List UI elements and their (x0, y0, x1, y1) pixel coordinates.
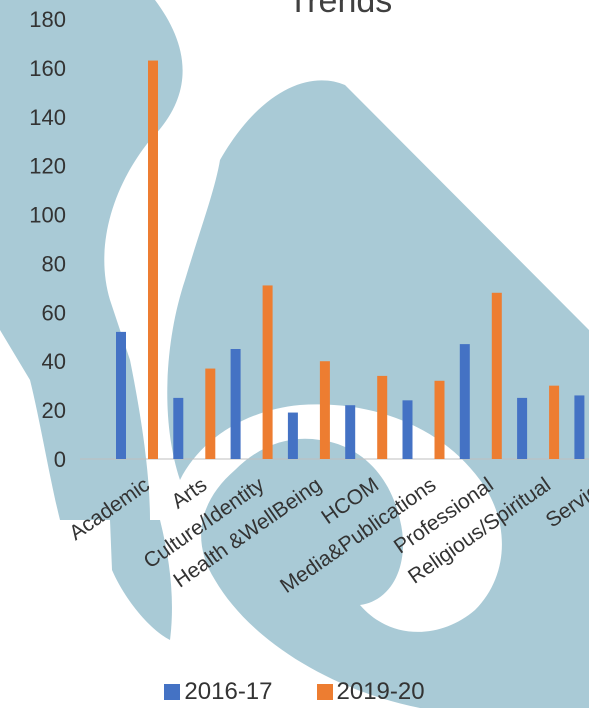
bar-2016-17-academic (116, 331, 126, 459)
bar-2016-17-religious-spiritual (517, 397, 528, 459)
y-tick-label: 40 (42, 349, 66, 374)
bar-2019-20-academic (148, 60, 158, 460)
bar-2016-17-media-publications (402, 400, 413, 459)
bar-2019-20-culture-identity (262, 285, 273, 459)
y-tick-label: 120 (29, 154, 66, 179)
y-tick-labels: 0 20 40 60 80 100 120 140 160 180 (29, 7, 66, 472)
y-tick-label: 140 (29, 105, 66, 130)
bars-group (116, 60, 585, 460)
bar-2019-20-arts (205, 368, 216, 459)
background-curl-shape (110, 520, 172, 640)
legend-swatch-2019-20 (316, 684, 333, 700)
legend-label-2019-20: 2019-20 (336, 678, 425, 705)
bar-2016-17-hcom (345, 405, 356, 459)
bar-2016-17-culture-identity (230, 349, 241, 459)
x-tick-label-arts: Arts (167, 473, 211, 513)
background-wave-shape (0, 0, 183, 520)
y-tick-label: 100 (29, 203, 66, 228)
bar-2019-20-media-publications (434, 380, 445, 459)
y-tick-label: 20 (42, 398, 66, 423)
bar-2016-17-arts (173, 397, 184, 459)
bar-2016-17-professional (459, 344, 470, 459)
legend: 2016-17 2019-20 (0, 678, 589, 706)
bar-2016-17-service (574, 395, 585, 459)
bar-2016-17-health-wellbeing (287, 412, 298, 459)
y-tick-label: 0 (54, 447, 66, 472)
y-tick-label: 80 (42, 251, 66, 276)
bar-2019-20-health-wellbeing (319, 361, 330, 459)
chart-title: Trends (287, 0, 393, 20)
bar-2019-20-hcom (377, 375, 388, 459)
legend-item-2019-20: 2019-20 (316, 678, 425, 706)
y-tick-label: 60 (42, 300, 66, 325)
y-tick-label: 160 (29, 56, 66, 81)
legend-label-2016-17: 2016-17 (184, 678, 273, 705)
legend-item-2016-17: 2016-17 (164, 678, 273, 706)
bar-2019-20-religious-spiritual (549, 385, 560, 459)
bar-2019-20-professional (491, 292, 502, 459)
y-tick-label: 180 (29, 7, 66, 32)
legend-swatch-2016-17 (164, 684, 181, 700)
